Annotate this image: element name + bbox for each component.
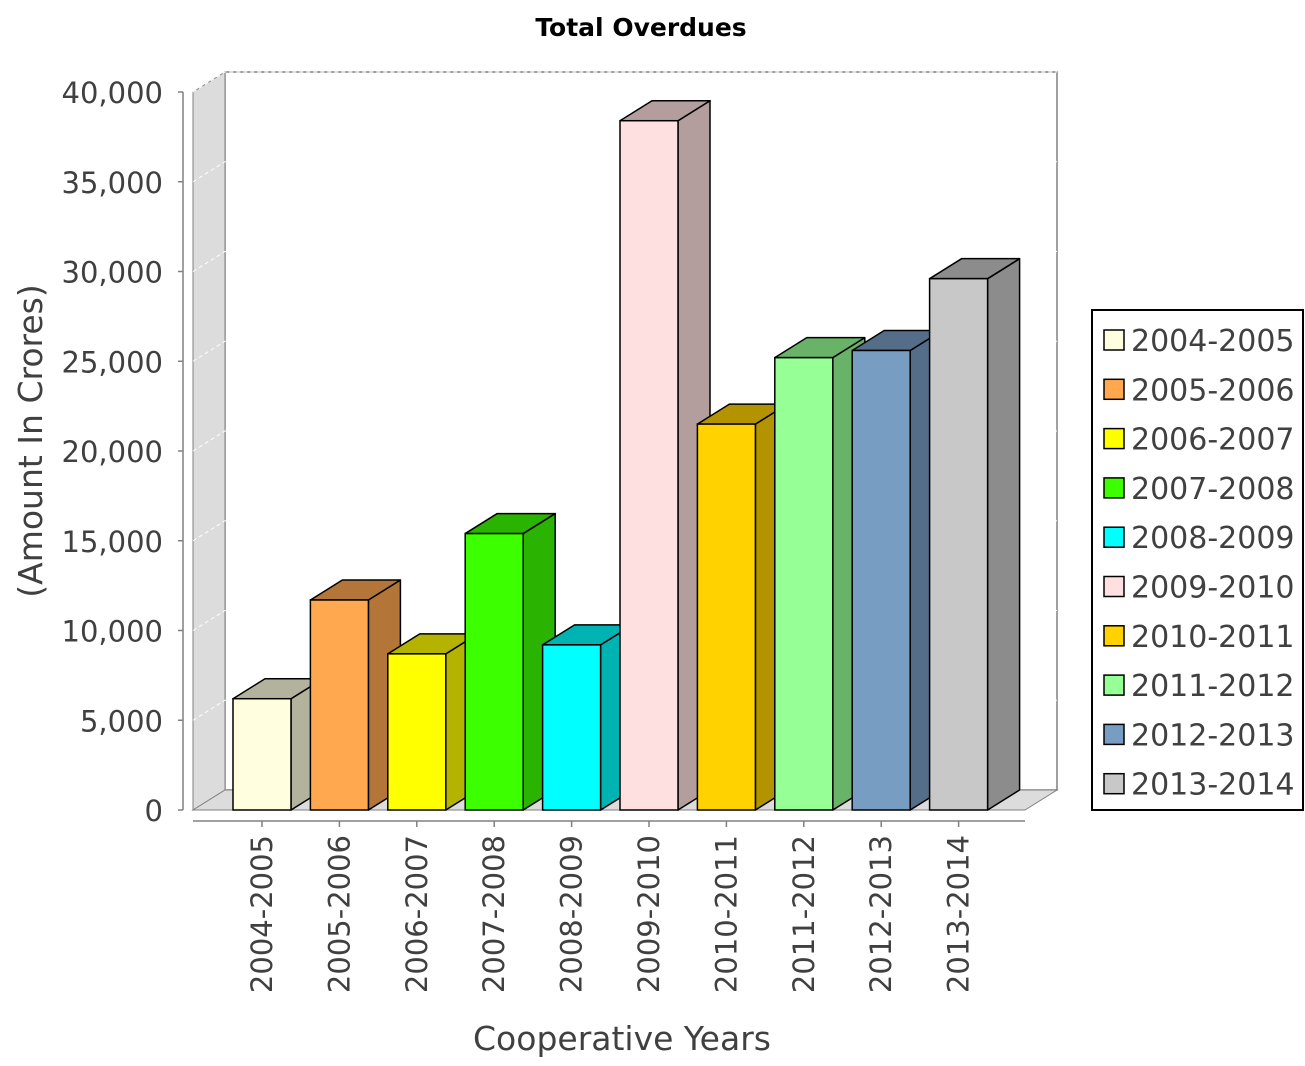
bar bbox=[541, 644, 602, 811]
legend-label: 2005-2006 bbox=[1131, 373, 1295, 408]
x-tick-label: 2006-2007 bbox=[400, 835, 434, 993]
legend-swatch bbox=[1103, 378, 1125, 401]
y-tick-label: 20,000 bbox=[62, 435, 163, 469]
bar bbox=[464, 532, 524, 811]
legend-label: 2010-2011 bbox=[1131, 620, 1295, 655]
legend-swatch bbox=[1103, 329, 1125, 351]
x-tick-label: 2010-2011 bbox=[709, 835, 743, 993]
legend-label: 2013-2014 bbox=[1131, 768, 1295, 803]
legend-swatch bbox=[1103, 477, 1125, 499]
x-axis: 2004-2005 2005-2006 2006-2007 2007-2008 2008… bbox=[193, 820, 1025, 993]
y-tick-label: 10,000 bbox=[62, 615, 163, 649]
legend: 2004-2005 2005-2006 2006-2007 2007-2008 2008… bbox=[1091, 309, 1304, 811]
y-tick-label: 0 bbox=[145, 794, 163, 828]
legend-swatch bbox=[1103, 723, 1125, 746]
gridline bbox=[192, 161, 1057, 183]
legend-swatch bbox=[1103, 526, 1125, 548]
bar bbox=[851, 349, 911, 811]
y-tick-label: 15,000 bbox=[62, 525, 163, 559]
y-tick-label: 40,000 bbox=[62, 76, 163, 110]
bar bbox=[232, 697, 292, 811]
legend-box bbox=[1091, 309, 1304, 811]
bar bbox=[309, 599, 370, 811]
legend-label: 2008-2009 bbox=[1131, 521, 1295, 556]
gridline bbox=[192, 520, 1057, 542]
legend-label: 2011-2012 bbox=[1131, 669, 1295, 704]
gridline bbox=[192, 699, 1057, 721]
x-tick-label: 2011-2012 bbox=[787, 835, 821, 993]
bar bbox=[696, 423, 757, 811]
gridline bbox=[192, 71, 1057, 93]
chart-title: Total Overdues bbox=[535, 13, 746, 42]
legend-swatch bbox=[1103, 674, 1125, 696]
x-tick-label: 2007-2008 bbox=[477, 835, 511, 993]
bar-side bbox=[986, 257, 1021, 811]
y-axis: 0 5,000 10,000 15,000 20,000 25,000 30,000 35,0… bbox=[62, 76, 184, 828]
bar bbox=[774, 356, 834, 811]
legend-swatch bbox=[1103, 427, 1125, 450]
y-tick-label: 35,000 bbox=[62, 166, 163, 200]
gridlines bbox=[192, 71, 1057, 721]
plot-left-wall bbox=[192, 71, 226, 811]
x-tick-label: 2013-2014 bbox=[942, 835, 976, 993]
legend-swatch bbox=[1103, 772, 1125, 795]
x-tick-label: 2005-2006 bbox=[322, 835, 356, 993]
y-tick-label: 5,000 bbox=[80, 704, 163, 738]
gridline bbox=[192, 430, 1057, 452]
x-tick-label: 2008-2009 bbox=[555, 835, 589, 993]
bar bbox=[928, 277, 989, 811]
x-tick-label: 2009-2010 bbox=[632, 835, 666, 993]
legend-label: 2006-2007 bbox=[1131, 423, 1295, 458]
y-tick-label: 25,000 bbox=[62, 345, 163, 379]
legend-label: 2004-2005 bbox=[1131, 324, 1295, 359]
legend-swatch bbox=[1103, 625, 1125, 647]
bar bbox=[619, 119, 679, 811]
legend-label: 2009-2010 bbox=[1131, 571, 1295, 606]
legend-label: 2007-2008 bbox=[1131, 472, 1295, 507]
x-axis-label: Cooperative Years bbox=[473, 1019, 771, 1058]
bar bbox=[387, 653, 447, 811]
gridline bbox=[192, 251, 1057, 272]
y-axis-label: (Amount In Crores) bbox=[11, 284, 50, 597]
gridline bbox=[192, 610, 1057, 631]
bars bbox=[232, 99, 1021, 811]
x-tick-label: 2004-2005 bbox=[245, 835, 279, 993]
x-tick-label: 2012-2013 bbox=[864, 835, 898, 993]
legend-swatch bbox=[1103, 575, 1125, 598]
legend-label: 2012-2013 bbox=[1131, 718, 1295, 753]
y-tick-label: 30,000 bbox=[62, 256, 163, 290]
gridline bbox=[192, 340, 1057, 362]
